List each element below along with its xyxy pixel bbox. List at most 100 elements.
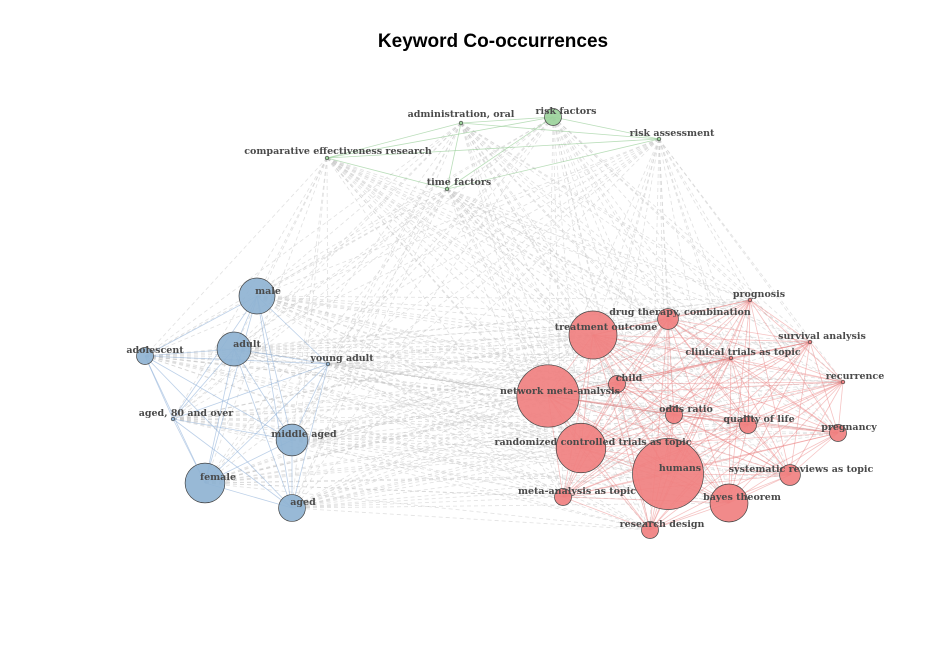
edge-survival_analysis-pregnancy: [809, 341, 839, 434]
edge-survival_analysis-clinical_trials_as_topic: [730, 341, 811, 359]
label-layer: administration, oral risk factors risk ass…: [126, 106, 884, 530]
node-humans[interactable]: [632, 438, 704, 510]
edge-drug_therapy_combination-child: [616, 318, 669, 385]
edge-comparative_effectiveness_research-aged_80: [172, 157, 328, 420]
node-recurrence[interactable]: [840, 379, 846, 385]
edge-network_meta_analysis-quality_of_life: [547, 395, 749, 426]
edge-treatment_outcome-meta_analysis_as_topic: [562, 334, 594, 498]
edge-aged_80-randomized_controlled_trials: [172, 418, 582, 449]
edge-middle_aged-clinical_trials_as_topic: [291, 357, 732, 441]
node-label-recurrence: recurrence: [826, 371, 885, 382]
edge-male-network_meta_analysis: [256, 295, 549, 397]
node-adult[interactable]: [216, 331, 252, 367]
edge-female-clinical_trials_as_topic: [204, 357, 732, 484]
node-treatment_outcome[interactable]: [568, 310, 618, 360]
edge-time_factors-young_adult: [327, 188, 448, 365]
edge-aged_80-survival_analysis: [172, 341, 811, 420]
node-comparative_effectiveness_research[interactable]: [324, 155, 330, 161]
node-meta_analysis_as_topic[interactable]: [554, 488, 572, 506]
edge-comparative_effectiveness_research-recurrence: [326, 157, 844, 383]
node-drug_therapy_combination[interactable]: [657, 308, 679, 330]
edge-drug_therapy_combination-pregnancy: [667, 318, 839, 434]
node-time_factors[interactable]: [444, 186, 450, 192]
node-label-adolescent: adolescent: [126, 345, 184, 356]
edge-comparative_effectiveness_research-pregnancy: [326, 157, 839, 434]
node-clinical_trials_as_topic[interactable]: [728, 355, 734, 361]
node-aged[interactable]: [278, 494, 306, 522]
node-label-systematic_reviews: systematic reviews as topic: [729, 464, 874, 475]
edge-middle_aged-systematic_reviews: [291, 439, 791, 476]
edge-time_factors-child: [446, 188, 618, 385]
edge-middle_aged-research_design: [291, 439, 651, 531]
node-adolescent[interactable]: [136, 347, 154, 365]
edge-adolescent-survival_analysis: [144, 341, 811, 357]
edge-risk_factors-risk_assessment: [552, 116, 660, 140]
node-research_design[interactable]: [641, 521, 659, 539]
node-pregnancy[interactable]: [829, 424, 847, 442]
node-label-research_design: research design: [620, 519, 705, 530]
node-survival_analysis[interactable]: [807, 339, 813, 345]
node-odds_ratio[interactable]: [665, 406, 683, 424]
edge-male-female: [204, 295, 258, 484]
node-child[interactable]: [608, 375, 626, 393]
edge-aged_80-middle_aged: [172, 418, 293, 441]
edge-time_factors-prognosis: [446, 188, 751, 301]
edge-male-clinical_trials_as_topic: [256, 295, 732, 359]
edge-risk_assessment-aged_80: [172, 138, 660, 420]
node-female[interactable]: [184, 462, 226, 504]
edge-survival_analysis-network_meta_analysis: [547, 341, 811, 397]
edge-recurrence-meta_analysis_as_topic: [562, 381, 844, 498]
node-label-middle_aged: middle aged: [271, 429, 337, 440]
edge-time_factors-odds_ratio: [446, 188, 675, 416]
node-risk_assessment[interactable]: [656, 136, 662, 142]
edge-administration_oral-survival_analysis: [460, 122, 811, 343]
edge-middle_aged-odds_ratio: [291, 414, 675, 441]
node-risk_factors[interactable]: [544, 108, 562, 126]
node-label-aged: aged: [290, 497, 316, 508]
edge-adult-middle_aged: [233, 348, 293, 441]
node-bayes_theorem[interactable]: [709, 483, 749, 523]
node-male[interactable]: [238, 277, 276, 315]
edge-comparative_effectiveness_research-child: [326, 157, 618, 385]
edge-risk_factors-pregnancy: [552, 116, 839, 434]
edge-young_adult-female: [204, 363, 329, 484]
edge-risk_assessment-recurrence: [658, 138, 844, 383]
edge-middle_aged-randomized_controlled_trials: [291, 439, 582, 449]
node-middle_aged[interactable]: [275, 423, 309, 457]
node-randomized_controlled_trials[interactable]: [555, 422, 607, 474]
edge-risk_assessment-female: [204, 138, 660, 484]
node-young_adult[interactable]: [325, 361, 331, 367]
edge-network_meta_analysis-systematic_reviews: [547, 395, 791, 476]
node-label-drug_therapy_combination: drug therapy, combination: [609, 307, 751, 318]
edge-risk_factors-recurrence: [552, 116, 844, 383]
edge-adult-recurrence: [233, 348, 844, 383]
node-label-prognosis: prognosis: [733, 289, 785, 300]
edge-prognosis-pregnancy: [749, 299, 839, 434]
edge-comparative_effectiveness_research-odds_ratio: [326, 157, 675, 416]
node-aged_80[interactable]: [170, 416, 176, 422]
edge-risk_assessment-adolescent: [144, 138, 660, 357]
edge-risk_assessment-prognosis: [658, 138, 751, 301]
edge-treatment_outcome-bayes_theorem: [592, 334, 730, 504]
edge-risk_assessment-comparative_effectiveness_research: [326, 138, 660, 159]
edge-prognosis-recurrence: [749, 299, 844, 383]
node-label-clinical_trials_as_topic: clinical trials as topic: [685, 347, 801, 358]
edge-recurrence-randomized_controlled_trials: [580, 381, 844, 449]
edge-odds_ratio-quality_of_life: [673, 414, 749, 426]
edge-time_factors-network_meta_analysis: [446, 188, 549, 397]
node-administration_oral[interactable]: [458, 120, 464, 126]
edge-time_factors-adult: [233, 188, 448, 350]
edge-comparative_effectiveness_research-survival_analysis: [326, 157, 811, 343]
node-quality_of_life[interactable]: [739, 416, 757, 434]
node-systematic_reviews[interactable]: [779, 464, 801, 486]
node-prognosis[interactable]: [747, 297, 753, 303]
edge-comparative_effectiveness_research-prognosis: [326, 157, 751, 301]
edge-aged-meta_analysis_as_topic: [291, 496, 564, 509]
edge-administration_oral-prognosis: [460, 122, 751, 301]
edge-young_adult-aged_80: [172, 363, 329, 420]
edge-clinical_trials_as_topic-meta_analysis_as_topic: [562, 357, 732, 498]
edge-comparative_effectiveness_research-research_design: [326, 157, 651, 531]
node-network_meta_analysis[interactable]: [516, 364, 580, 428]
edge-female-recurrence: [204, 381, 844, 484]
edge-drug_therapy_combination-systematic_reviews: [667, 318, 791, 476]
